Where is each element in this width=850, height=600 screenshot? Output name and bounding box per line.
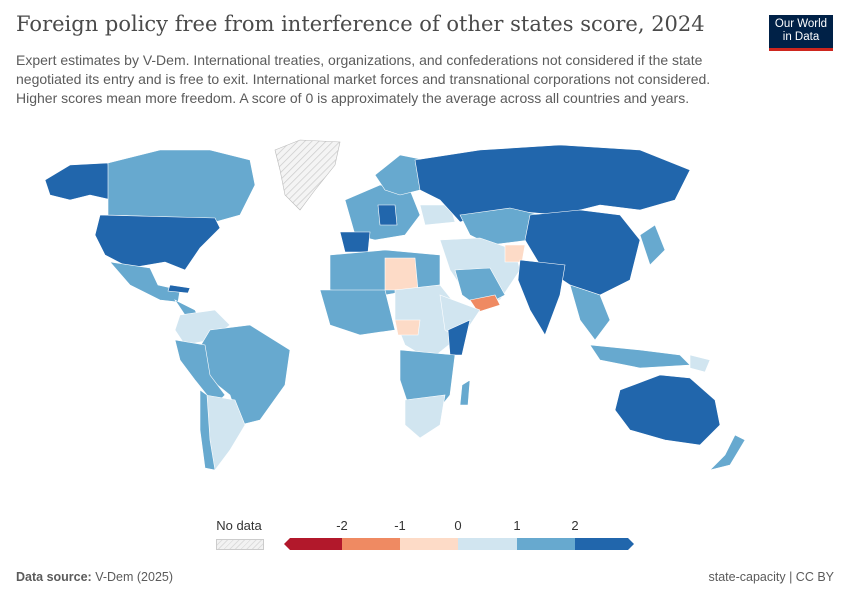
new-zealand [709,434,746,471]
alaska [44,162,113,201]
chile [199,389,216,471]
owid-logo[interactable]: Our World in Data [769,15,833,51]
indonesia [589,344,691,369]
southeast-asia [569,284,611,341]
tick-label: -2 [336,518,348,533]
bin-minus1-0 [400,538,458,550]
kenya-somalia [447,319,471,356]
ukraine [419,204,456,226]
mexico [109,261,181,303]
greenland [274,139,341,211]
bin-1-2 [517,538,575,550]
nigeria [394,319,421,336]
data-source: Data source: V-Dem (2025) [16,570,174,584]
png [689,354,711,373]
bin-0-1 [458,538,517,550]
caribbean [167,284,191,294]
tick-label: 2 [571,518,579,533]
tick-label: 1 [513,518,521,533]
world-map [44,139,746,471]
libya [384,257,419,291]
germany [377,204,398,226]
bin-above-2 [575,538,634,550]
bin-minus2-minus1 [342,538,400,550]
afghanistan [504,244,526,263]
chart-subtitle: Expert estimates by V-Dem. International… [16,52,711,106]
source-link[interactable]: V-Dem (2025) [95,570,174,584]
australia [614,374,721,446]
no-data-swatch [216,539,264,550]
spain [339,231,371,253]
tick-label: -1 [394,518,406,533]
usa [94,214,221,271]
color-scale-bar [284,538,634,550]
chart-title: Foreign policy free from interference of… [16,12,705,36]
west-africa [319,289,396,336]
russia [414,144,691,223]
south-africa [404,394,446,439]
japan-korea [639,224,666,266]
india [517,259,566,336]
canada [107,149,256,223]
license[interactable]: state-capacity | CC BY [708,570,834,584]
bin-below-minus2 [284,538,342,550]
color-legend: No data -2 -1 0 1 2 [0,510,850,555]
no-data-label: No data [216,518,262,533]
madagascar [459,379,471,406]
tick-label: 0 [454,518,462,533]
